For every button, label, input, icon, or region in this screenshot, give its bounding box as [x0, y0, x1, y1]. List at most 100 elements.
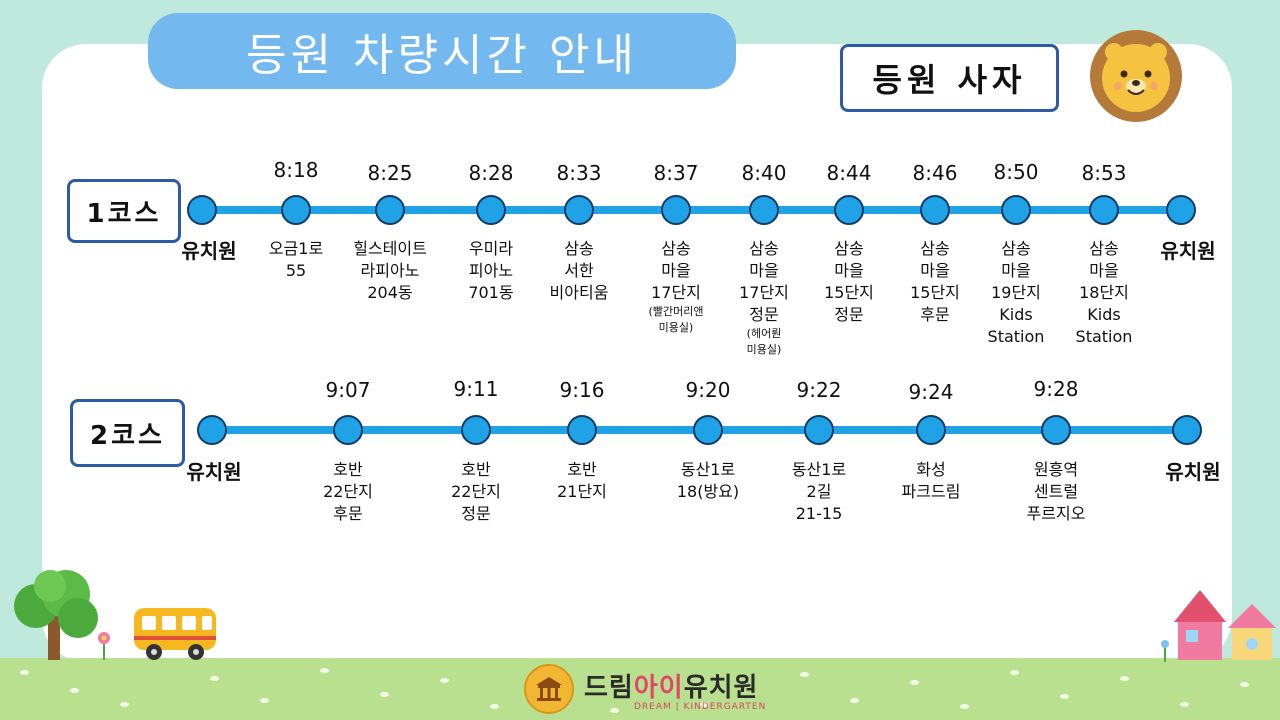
stop-label-line: 마을: [749, 261, 779, 280]
course-1-stop-label: 삼송 마을 17단지 (빨간머리앤 미용실): [621, 238, 731, 336]
stop-note-line: (빨간머리앤: [648, 305, 704, 318]
content-panel: [42, 44, 1232, 662]
house-icon: [1161, 590, 1276, 662]
stop-label-line: 호반: [461, 460, 491, 479]
stop-label-line: 힐스테이트: [353, 239, 427, 258]
course-2-stop-time: 9:24: [908, 380, 954, 404]
course-2-stop-label: 동산1로 2길 21-15: [764, 459, 874, 525]
stop-label-line: 삼송: [661, 239, 691, 258]
course-1-start-dot: [186, 194, 217, 225]
course-1-stop-time: 8:44: [826, 161, 872, 185]
course-1-stop-dot: [660, 194, 691, 225]
course-2-stop-dot: [803, 414, 834, 445]
course-1-stop-label: 삼송 마을 18단지 Kids Station: [1049, 238, 1159, 348]
course-2-stop-time: 9:11: [453, 377, 499, 401]
stop-label-line: 우미라: [468, 239, 514, 258]
subtitle-badge: 등원 사자: [840, 44, 1059, 112]
course-1-stop-label: 우미라 피아노 701동: [436, 238, 546, 304]
stop-label-line: 동산1로: [791, 460, 847, 479]
stop-label-line: 55: [285, 261, 307, 280]
course-2-start-dot: [196, 414, 227, 445]
stop-label-line: 삼송: [749, 239, 779, 258]
stop-label-line: 701동: [468, 283, 514, 302]
stop-label-line: 원흥역: [1033, 460, 1079, 479]
course-1-end-label: 유치원: [1160, 239, 1216, 263]
course-2-stop-time: 9:07: [325, 378, 371, 402]
stop-label-line: 마을: [834, 261, 864, 280]
stop-note-line: 미용실): [658, 321, 694, 334]
course-2-end-dot: [1171, 414, 1202, 445]
course-2-stop-time: 9:16: [559, 378, 605, 402]
page-title: 등원 차량시간 안내: [148, 13, 736, 89]
course-1-stop-time: 8:33: [556, 161, 602, 185]
stop-label-line: 삼송: [1089, 239, 1119, 258]
course-2-stop-dot: [332, 414, 363, 445]
course-2-stop-label: 호반 21단지: [527, 459, 637, 503]
stop-label-line: Station: [987, 327, 1045, 346]
flower-icon: [98, 632, 110, 660]
course-1-label: 1코스: [67, 179, 181, 243]
stop-label-line: 정문: [749, 305, 779, 324]
stop-label-line: 삼송: [1001, 239, 1031, 258]
kindergarten-english-name: DREAM | KINDERGARTEN: [634, 701, 767, 712]
stop-label-line: 마을: [920, 261, 950, 280]
course-1-stop-dot: [1000, 194, 1031, 225]
stop-label-line: 후문: [333, 504, 363, 523]
course-1-stop-dot: [1088, 194, 1119, 225]
stop-label-line: Station: [1075, 327, 1133, 346]
stop-label-line: 2길: [806, 482, 832, 501]
stop-label-line: 화성: [916, 460, 946, 479]
stop-label-line: 센트럴: [1033, 482, 1079, 501]
stop-label-line: 삼송: [920, 239, 950, 258]
course-1-stop-time: 8:50: [993, 160, 1039, 184]
course-2-stop-dot: [1040, 414, 1071, 445]
stop-label-line: Kids: [999, 305, 1033, 324]
course-2-stop-dot: [566, 414, 597, 445]
stop-label-line: 후문: [920, 305, 950, 324]
stop-label-line: 21-15: [795, 504, 843, 523]
kindergarten-name: 드림아이유치원: [584, 672, 759, 703]
stop-label-line: 22단지: [323, 482, 373, 501]
stop-label-line: 정문: [461, 504, 491, 523]
stop-label-line: 마을: [1001, 261, 1031, 280]
stop-label-line: 19단지: [991, 283, 1041, 302]
stop-label-line: 17단지: [651, 283, 701, 302]
course-1-stop-time: 8:46: [912, 161, 958, 185]
course-1-stop-dot: [919, 194, 950, 225]
course-1-stop-label: 삼송 마을 15단지 정문: [794, 238, 904, 326]
course-1-stop-label: 삼송 마을 17단지 정문 (헤어뤈 미용실): [709, 238, 819, 358]
course-1-stop-time: 8:28: [468, 161, 514, 185]
stop-label-line: 서한: [564, 261, 594, 280]
course-2-stop-dot: [915, 414, 946, 445]
stop-label-line: 15단지: [824, 283, 874, 302]
course-1-stop-label: 오금1로 55: [241, 238, 351, 282]
course-2-stop-time: 9:28: [1033, 377, 1079, 401]
course-1-stop-dot: [563, 194, 594, 225]
stop-label-line: 마을: [1089, 261, 1119, 280]
course-1-stop-dot: [475, 194, 506, 225]
school-building-icon: [524, 664, 574, 714]
course-2-stop-label: 원흥역 센트럴 푸르지오: [1001, 459, 1111, 525]
kindergarten-logo: 드림아이유치원 DREAM | KINDERGARTEN: [524, 662, 766, 716]
lion-icon: [1090, 30, 1182, 122]
stop-label-line: Kids: [1087, 305, 1121, 324]
course-1-stop-time: 8:37: [653, 161, 699, 185]
course-2-end-label: 유치원: [1165, 460, 1221, 484]
school-bus-icon: [134, 608, 216, 660]
course-2-stop-time: 9:20: [685, 378, 731, 402]
stop-label-line: 호반: [333, 460, 363, 479]
stop-label-line: 동산1로: [680, 460, 736, 479]
course-2-start-label: 유치원: [186, 460, 242, 484]
stop-label-line: 파크드림: [901, 482, 961, 501]
tree-icon: [14, 570, 98, 660]
course-2-label: 2코스: [70, 399, 185, 467]
course-1-stop-time: 8:18: [273, 158, 319, 182]
course-1-stop-dot: [833, 194, 864, 225]
stop-note-line: (헤어뤈: [746, 327, 782, 340]
course-1-start-label: 유치원: [181, 239, 237, 263]
course-1-stop-label: 삼송 마을 15단지 후문: [880, 238, 990, 326]
course-1-stop-time: 8:25: [367, 161, 413, 185]
stop-label-line: 정문: [834, 305, 864, 324]
